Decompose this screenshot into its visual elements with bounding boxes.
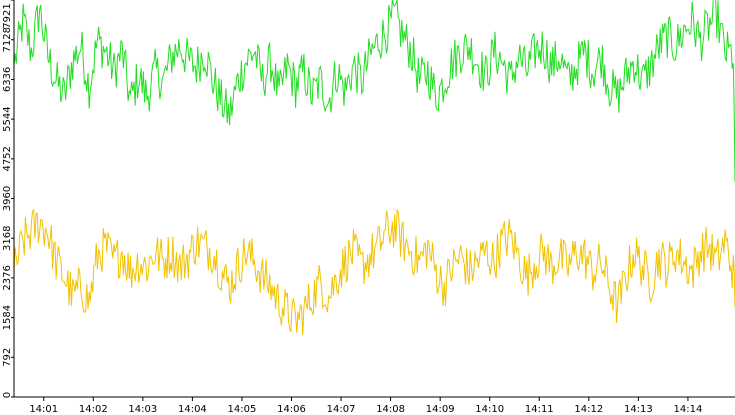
series-layer: [13, 0, 735, 335]
series-line-1: [13, 0, 735, 182]
y-tick-label: 0: [2, 392, 13, 398]
x-tick-label: 14:06: [277, 404, 306, 415]
x-tick-label: 14:13: [624, 404, 653, 415]
x-tick-label: 14:12: [574, 404, 603, 415]
x-tick-label: 14:04: [178, 404, 207, 415]
y-tick-label: 3168: [2, 225, 13, 250]
y-tick-label: 7921: [2, 3, 13, 28]
y-tick-label: 1584: [2, 305, 13, 330]
x-tick-label: 14:09: [426, 404, 455, 415]
x-tick-label: 14:02: [79, 404, 108, 415]
y-tick-label: 6336: [2, 67, 13, 92]
x-tick-label: 14:08: [376, 404, 405, 415]
y-tick-label: 3960: [2, 186, 13, 211]
x-tick-label: 14:11: [525, 404, 554, 415]
y-tick-label: 7128: [2, 27, 13, 52]
series-line-2: [13, 208, 735, 335]
x-tick-label: 14:01: [29, 404, 58, 415]
x-tick-label: 14:03: [128, 404, 157, 415]
y-tick-label: 792: [2, 348, 13, 367]
y-tick-label: 5544: [2, 106, 13, 131]
x-tick-label: 14:07: [327, 404, 356, 415]
x-tick-label: 14:05: [228, 404, 257, 415]
x-tick-label: 14:10: [475, 404, 504, 415]
x-tick-label: 14:14: [674, 404, 703, 415]
y-tick-label: 2376: [2, 265, 13, 290]
x-axis-ticks: 14:01 14:02 14:03 14:04 14:05 14:06 14:07 14:08…: [29, 397, 702, 415]
y-tick-label: 4752: [2, 146, 13, 171]
